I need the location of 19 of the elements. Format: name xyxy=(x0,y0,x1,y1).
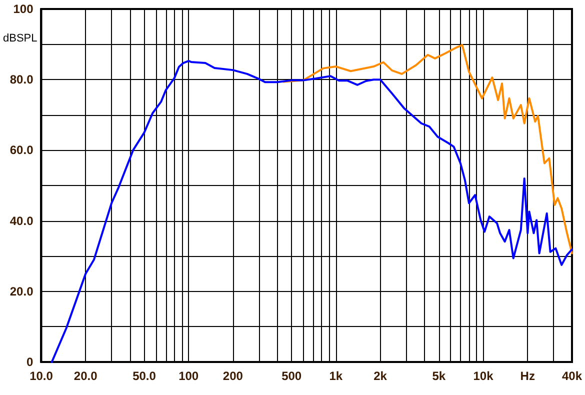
x-tick-label: 2k xyxy=(374,369,388,383)
x-tick-label: Hz xyxy=(520,369,535,383)
y-tick-label: 20.0 xyxy=(10,284,34,298)
x-tick-label: 5k xyxy=(432,369,446,383)
y-tick-label: 0 xyxy=(26,355,34,369)
y-tick-label: 100 xyxy=(13,2,34,16)
x-tick-label: 100 xyxy=(178,369,199,383)
x-tick-label: 10k xyxy=(473,369,494,383)
x-tick-label: 1k xyxy=(329,369,343,383)
y-tick-label: 60.0 xyxy=(10,143,34,158)
y-axis-title: dBSPL xyxy=(2,32,38,44)
x-tick-label: 50.0 xyxy=(132,369,156,383)
x-tick-label: 20.0 xyxy=(74,369,98,383)
x-tick-label: 10.0 xyxy=(30,369,54,383)
y-tick-label: 80.0 xyxy=(10,72,34,87)
x-tick-label: 200 xyxy=(222,369,244,383)
y-tick-label: 40.0 xyxy=(10,214,34,228)
x-tick-label: 500 xyxy=(282,369,302,383)
x-tick-label: 40k xyxy=(562,369,582,383)
